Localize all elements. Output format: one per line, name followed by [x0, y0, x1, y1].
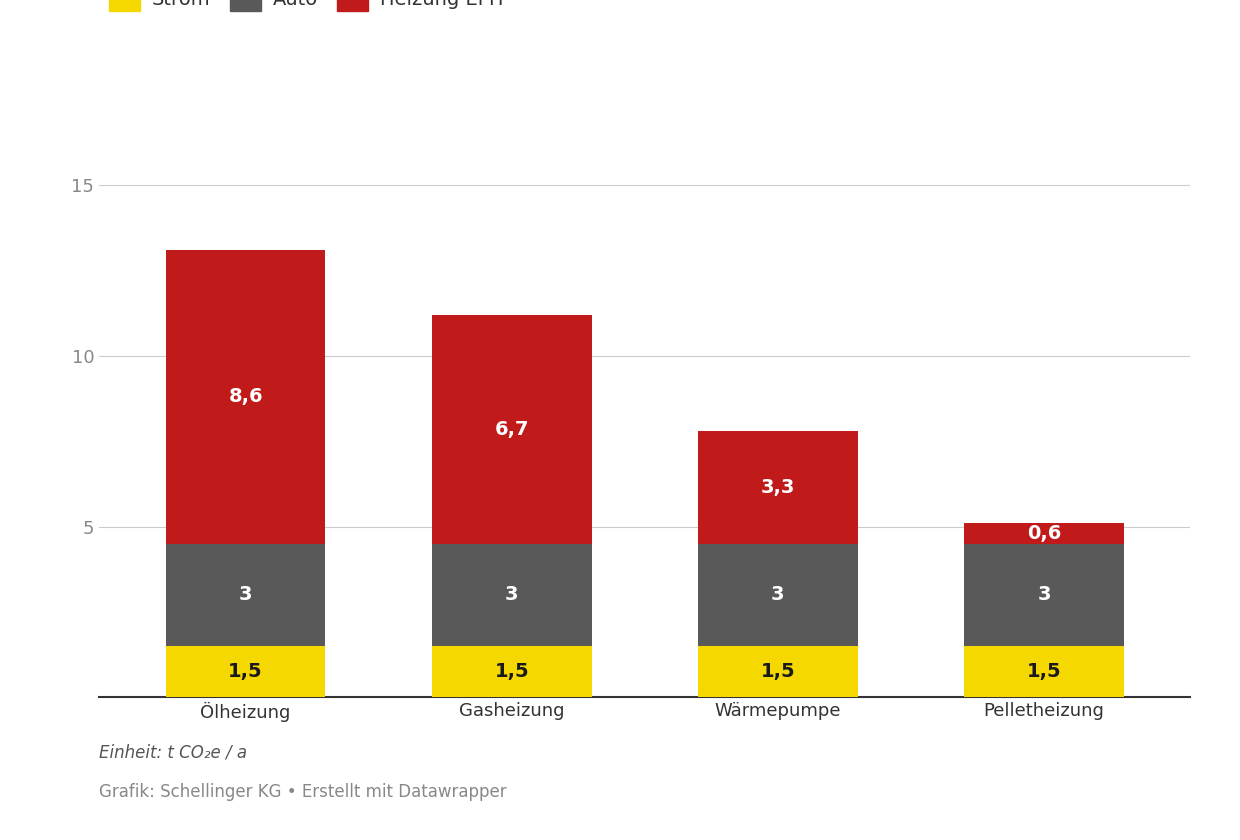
Text: 1,5: 1,5: [760, 662, 795, 681]
Text: 3,3: 3,3: [760, 478, 795, 496]
Bar: [698, 431, 858, 543]
Text: 1,5: 1,5: [1027, 662, 1061, 681]
Bar: [965, 523, 1123, 543]
Bar: [166, 646, 325, 697]
Text: Einheit: t CO₂e / a: Einheit: t CO₂e / a: [99, 743, 247, 761]
Bar: [166, 250, 325, 543]
Text: 0,6: 0,6: [1027, 524, 1061, 543]
Bar: [166, 543, 325, 646]
Text: 3: 3: [1038, 585, 1050, 604]
Bar: [698, 646, 858, 697]
Legend: Strom, Auto, Heizung EFH: Strom, Auto, Heizung EFH: [109, 0, 503, 11]
Text: 6,7: 6,7: [495, 420, 529, 438]
Bar: [965, 646, 1123, 697]
Bar: [965, 543, 1123, 646]
Bar: [432, 646, 591, 697]
Text: 3: 3: [505, 585, 518, 604]
Bar: [698, 543, 858, 646]
Text: 8,6: 8,6: [228, 387, 263, 407]
Bar: [432, 315, 591, 543]
Text: 3: 3: [239, 585, 252, 604]
Text: 3: 3: [771, 585, 785, 604]
Text: 1,5: 1,5: [495, 662, 529, 681]
Text: Grafik: Schellinger KG • Erstellt mit Datawrapper: Grafik: Schellinger KG • Erstellt mit Da…: [99, 783, 507, 801]
Bar: [432, 543, 591, 646]
Text: 1,5: 1,5: [228, 662, 263, 681]
